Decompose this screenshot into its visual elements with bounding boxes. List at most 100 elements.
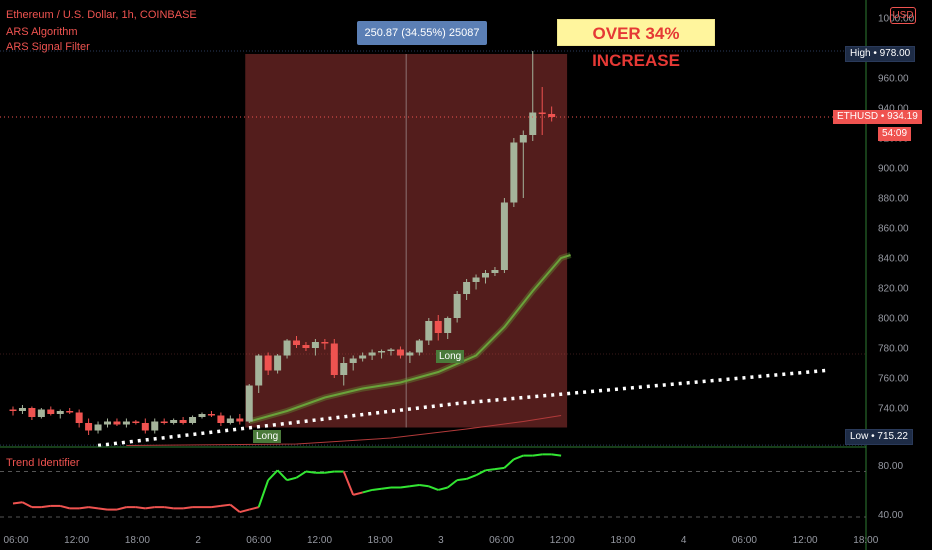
trend-identifier-segment: [97, 507, 108, 511]
candle-body: [406, 352, 414, 356]
candle-body: [472, 277, 480, 282]
time-tick-label: 18:00: [125, 535, 150, 546]
measure-label: 250.87 (34.55%) 25087: [357, 21, 487, 45]
trend-identifier-segment: [352, 491, 363, 496]
candle-body: [330, 343, 338, 375]
trend-identifier-segment: [220, 503, 231, 507]
time-tick-label: 06:00: [732, 535, 757, 546]
candle-body: [28, 408, 36, 417]
candle-body: [340, 363, 348, 375]
trend-identifier-segment: [145, 506, 155, 510]
candle-body: [198, 414, 206, 417]
time-tick-label: 3: [438, 535, 444, 546]
time-tick-label: 18:00: [368, 535, 393, 546]
candle-body: [387, 349, 395, 351]
trend-identifier-segment: [494, 466, 505, 471]
trend-identifier-segment: [182, 506, 193, 510]
candle-body: [94, 424, 102, 431]
trend-identifier-segment: [276, 469, 288, 481]
increase-annotation: OVER 34% INCREASE: [557, 19, 715, 70]
dotted-trendline: [97, 368, 826, 448]
trend-identifier-segment: [135, 506, 146, 510]
candle-body: [151, 421, 159, 431]
trend-identifier-segment: [305, 470, 316, 474]
trend-identifier-segment: [362, 488, 373, 494]
indicator-ars-algorithm[interactable]: ARS Algorithm: [6, 26, 78, 38]
trend-identifier-segment: [295, 470, 307, 479]
price-tick-label: 740.00: [878, 404, 909, 415]
candle-body: [274, 355, 282, 371]
trend-identifier-segment: [79, 506, 89, 510]
candle-body: [226, 418, 234, 423]
trend-identifier-segment: [513, 454, 524, 461]
candle-body: [415, 340, 423, 353]
signal-filter-line: [126, 415, 562, 446]
trend-identifier-segment: [59, 504, 70, 510]
candle-body: [37, 409, 45, 417]
candle-body: [444, 318, 452, 333]
trend-identifier-pane: [0, 453, 866, 518]
trend-identifier-segment: [437, 486, 448, 491]
candle-body: [75, 412, 83, 423]
price-tick-label: 940.00: [878, 104, 909, 115]
candle-body: [264, 355, 272, 371]
time-tick-label: 12:00: [793, 535, 818, 546]
price-tick-label: 900.00: [878, 164, 909, 175]
candle-body: [122, 421, 130, 425]
trend-identifier-segment: [532, 453, 543, 457]
candle-body: [302, 345, 310, 348]
candle-body: [510, 142, 518, 203]
indicator-ars-signal-filter[interactable]: ARS Signal Filter: [6, 41, 90, 53]
trend-identifier-segment: [12, 501, 23, 505]
price-tick-label: 1000.00: [878, 14, 915, 25]
trend-identifier-segment: [428, 485, 439, 491]
candle-body: [283, 340, 291, 356]
candle-body: [141, 423, 149, 431]
candle-body: [453, 294, 461, 318]
candle-body: [255, 355, 263, 386]
trend-identifier-segment: [419, 484, 429, 488]
price-tick-label: 840.00: [878, 254, 909, 265]
trend-identifier-segment: [371, 487, 382, 491]
price-tick-label: 820.00: [878, 284, 909, 295]
candle-body: [18, 408, 26, 411]
candle-body: [207, 414, 215, 416]
countdown-tag: 54:09: [878, 127, 912, 141]
trend-identifier-segment: [475, 469, 486, 477]
trend-identifier-segment: [381, 486, 392, 490]
trend-identifier-segment: [342, 471, 355, 496]
current-price-tag: ETHUSD • 934.19: [833, 110, 922, 124]
candle-body: [519, 135, 527, 143]
candle-body: [113, 421, 121, 425]
candle-body: [491, 270, 499, 273]
candle-body: [160, 421, 168, 423]
trend-identifier-segment: [21, 501, 33, 509]
trend-identifier-segment: [447, 479, 458, 489]
currency-button[interactable]: USD: [890, 7, 916, 24]
time-tick-label: 18:00: [610, 535, 635, 546]
candle-body: [217, 415, 225, 423]
trend-identifier-segment: [551, 453, 562, 457]
candle-body: [56, 411, 64, 414]
trend-identifier-segment: [229, 503, 241, 513]
price-tick-label: 760.00: [878, 374, 909, 385]
high-price-tag: High • 978.00: [845, 46, 916, 62]
candle-body: [179, 420, 187, 423]
trend-identifier-segment: [503, 458, 515, 469]
indicator-title[interactable]: Trend Identifier: [6, 457, 80, 469]
candle-body: [548, 114, 556, 117]
candle-body: [9, 409, 17, 411]
trend-identifier-segment: [267, 469, 279, 481]
price-tick-label: 880.00: [878, 194, 909, 205]
time-tick-label: 06:00: [246, 535, 271, 546]
indicator-tick-label: 40.00: [878, 510, 903, 521]
trend-identifier-segment: [257, 479, 270, 508]
trend-identifier-segment: [324, 470, 335, 474]
candle-body: [482, 273, 489, 278]
candle-body: [368, 352, 376, 356]
time-tick-label: 4: [681, 535, 687, 546]
trend-identifier-segment: [457, 477, 467, 482]
candle-body: [396, 349, 404, 356]
